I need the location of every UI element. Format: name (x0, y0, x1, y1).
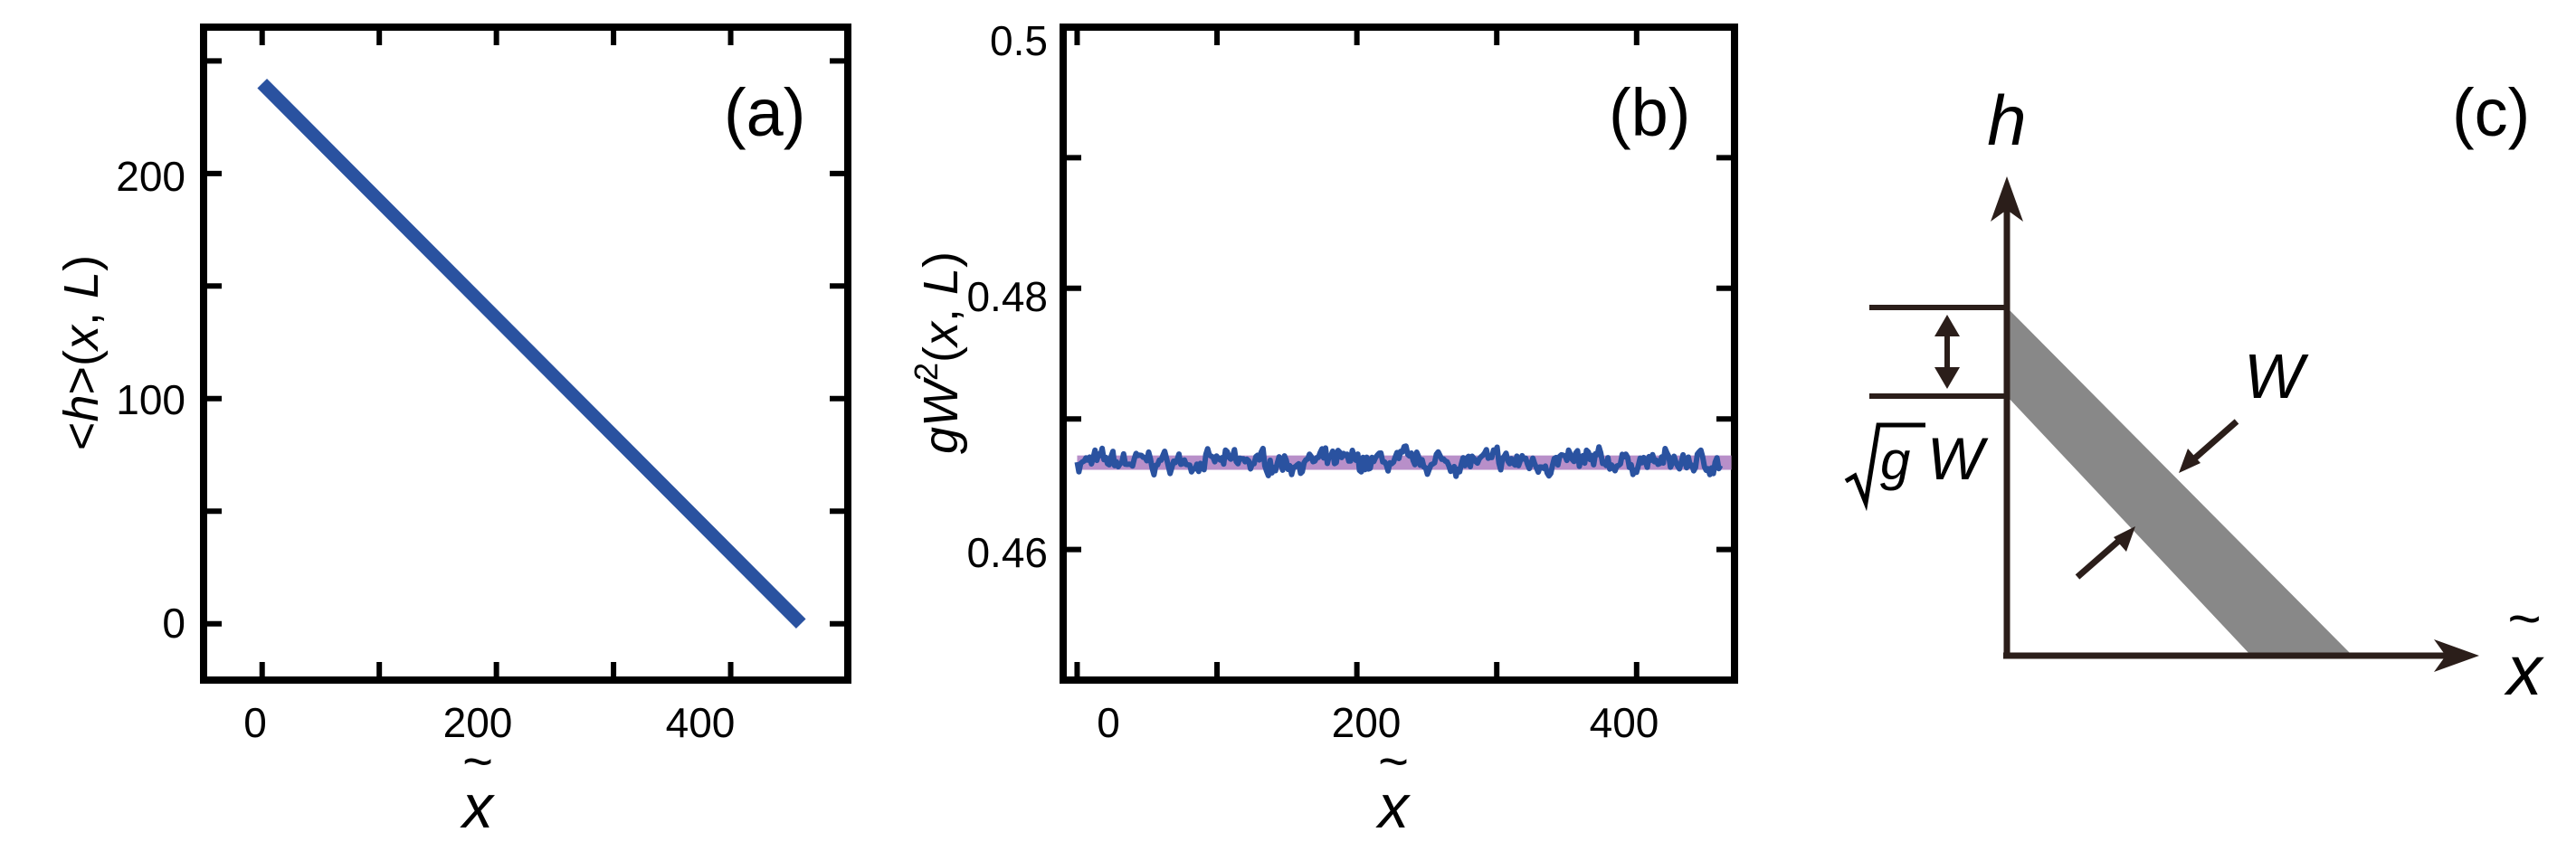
panel-a: (a) 0 200 400 0 100 200 x ~ <h>(x, L) (54, 24, 851, 841)
svg-text:x: x (2504, 630, 2545, 710)
svg-text:~: ~ (2507, 586, 2541, 651)
panel-c-label: (c) (2452, 75, 2530, 150)
svg-text:<h>(x, L): <h>(x, L) (54, 255, 109, 450)
panel-a-ytick-label: 100 (116, 376, 185, 423)
panel-b-ylabel: gW2(x, L) (908, 251, 968, 454)
panel-b-series-line (1074, 443, 1724, 479)
svg-text:~: ~ (462, 733, 493, 791)
panel-c-x-arrow-icon (2434, 639, 2479, 672)
svg-text:gW2(x, L): gW2(x, L) (908, 251, 968, 454)
panel-a-ylabel: <h>(x, L) (54, 255, 109, 450)
panel-b-ytick-label: 0.48 (966, 273, 1048, 320)
panel-a-series-line (257, 78, 806, 629)
panel-c-lower-width-arrow (2075, 526, 2135, 580)
panel-a-xtick-label: 0 (243, 699, 267, 746)
panel-a-xtick-label: 400 (666, 699, 736, 746)
panel-c-sqrt-g-w-label: g W (1844, 422, 1989, 512)
panel-b-ytick-label: 0.46 (966, 529, 1048, 576)
panel-a-xlabel: x ~ (460, 733, 495, 841)
svg-text:~: ~ (1378, 733, 1409, 791)
panel-c: (c) h x ~ g W (1844, 75, 2545, 710)
svg-text:x: x (1375, 772, 1411, 841)
panel-b-label: (b) (1609, 75, 1690, 150)
panel-a-frame (200, 24, 851, 684)
svg-text:g: g (1880, 430, 1910, 491)
panel-c-vertical-double-arrow (1934, 315, 1960, 389)
panel-a-ticks (204, 27, 848, 680)
panel-c-interface-stripe (2007, 307, 2353, 656)
panel-b-xlabel: x ~ (1375, 733, 1411, 841)
panel-a-ytick-label: 200 (116, 153, 185, 200)
panel-b-xtick-label: 200 (1332, 699, 1402, 746)
svg-text:x: x (460, 772, 495, 841)
panel-b-ticks (1063, 27, 1735, 680)
panel-b-xtick-label: 0 (1097, 699, 1120, 746)
panel-c-x-label: x ~ (2504, 586, 2545, 710)
panel-a-ytick-label: 0 (162, 600, 185, 647)
panel-b-ytick-label: 0.5 (990, 17, 1048, 64)
panel-c-w-label: W (2244, 341, 2309, 411)
panel-c-upper-width-arrow (2179, 419, 2239, 473)
panel-a-xtick-label: 200 (443, 699, 513, 746)
panel-c-h-label: h (1987, 80, 2026, 160)
panel-c-axes (1991, 176, 2479, 672)
panel-b-xtick-label: 400 (1590, 699, 1659, 746)
panel-b-frame (1060, 24, 1738, 684)
svg-text:W: W (1927, 425, 1989, 492)
panel-a-label: (a) (724, 75, 805, 150)
panel-b: (b) 0 200 400 0.46 0.48 0.5 x ~ gW2(x, L… (908, 17, 1738, 841)
panel-c-h-arrow-icon (1991, 176, 2023, 222)
